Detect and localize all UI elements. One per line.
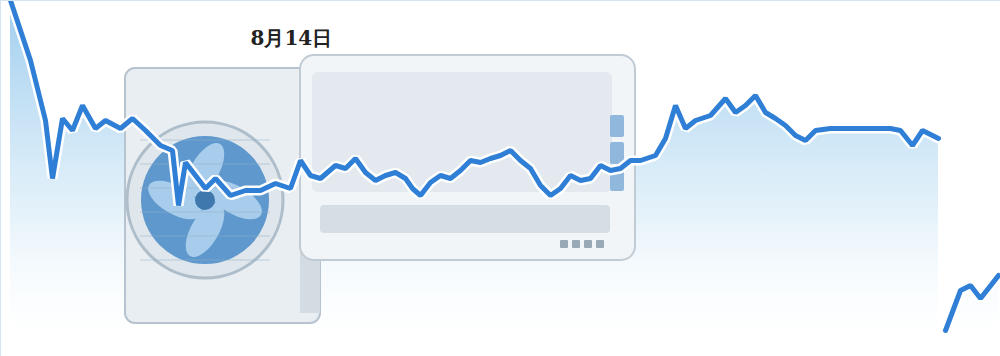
svg-text:8月14日: 8月14日	[251, 26, 333, 50]
